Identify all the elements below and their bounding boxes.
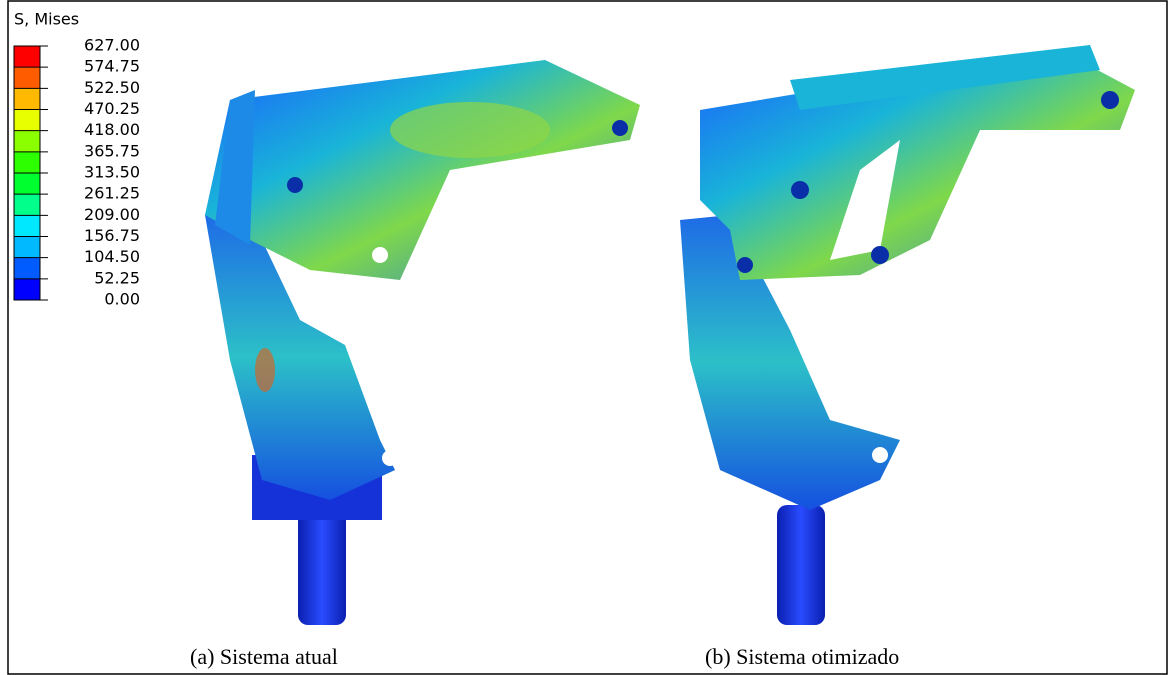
legend-band [14,173,40,195]
legend-band [14,258,40,280]
legend-label: 522.50 [84,78,140,97]
legend-label: 470.25 [84,99,140,118]
legend-band [14,88,40,110]
legend-label: 313.50 [84,163,140,182]
legend-label: 209.00 [84,205,140,224]
legend-band [14,194,40,216]
legend-label: 261.25 [84,184,140,203]
legend-band [14,46,40,68]
legend-title: S, Mises [14,10,79,29]
legend-band [14,131,40,153]
legend-label: 627.00 [84,36,140,55]
caption-b: (b) Sistema otimizado [705,644,899,669]
part-a [205,60,640,625]
page: S, Mises 627.00 574.75 522.50 470.25 418.00 3… [0,0,1169,675]
legend-label: 104.50 [84,247,140,266]
part-b [680,45,1135,625]
legend-label: 0.00 [104,290,140,309]
legend-label: 52.25 [94,268,140,287]
legend-band [14,110,40,132]
legend-band [14,279,40,301]
caption-a: (a) Sistema atual [190,644,338,669]
legend-label: 418.00 [84,120,140,139]
legend-label: 574.75 [84,57,140,76]
legend-band [14,215,40,237]
legend-band [14,152,40,174]
legend-label: 365.75 [84,141,140,160]
figure: S, Mises 627.00 574.75 522.50 470.25 418.00 3… [0,0,1169,675]
legend-label: 156.75 [84,226,140,245]
legend-band [14,237,40,259]
legend-band [14,67,40,89]
legend: 627.00 574.75 522.50 470.25 418.00 365.75 313.… [14,36,140,309]
